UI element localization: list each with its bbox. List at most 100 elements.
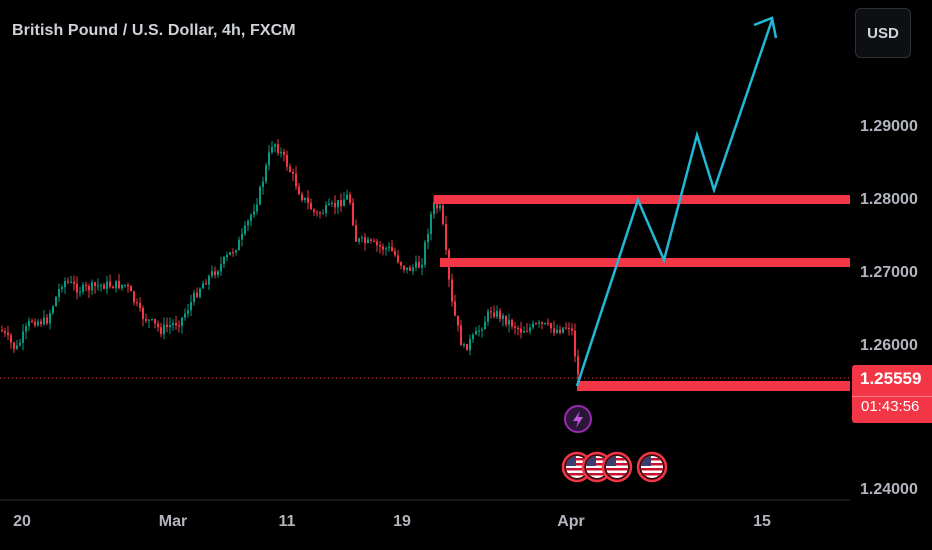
candle-body [388, 246, 390, 249]
candle-body [163, 324, 165, 335]
support-line-lower[interactable] [577, 381, 850, 391]
candle-body [139, 303, 141, 309]
candle-body [313, 209, 315, 212]
price-label: 1.28000 [860, 191, 918, 208]
candle-body [154, 319, 156, 324]
candle-body [160, 327, 162, 335]
candle-body [427, 234, 429, 243]
candle-body [394, 250, 396, 256]
candle-body [274, 144, 276, 147]
candle-body [244, 225, 246, 234]
candle-body [490, 311, 492, 313]
candle-body [238, 239, 240, 251]
projection-path[interactable] [575, 19, 774, 387]
candle-body [76, 283, 78, 293]
candle-body [553, 328, 555, 333]
candle-body [196, 292, 198, 297]
candle-body [130, 286, 132, 292]
candle-body [292, 171, 294, 174]
candle-body [499, 310, 501, 319]
candle-body [202, 283, 204, 289]
candle-body [568, 328, 570, 330]
candle-body [268, 152, 270, 166]
candle-body [97, 285, 99, 287]
candle-body [22, 331, 24, 343]
candle-body [364, 237, 366, 243]
candle-body [19, 342, 21, 346]
candle-body [256, 204, 258, 212]
candle-body [10, 335, 12, 343]
candle-body [187, 310, 189, 314]
candle-body [157, 323, 159, 328]
candle-body [28, 320, 30, 327]
candle-body [52, 306, 54, 314]
candle-body [343, 199, 345, 207]
candle-body [61, 287, 63, 290]
candle-body [442, 205, 444, 224]
last-price-tag: 1.25559 01:43:56 [852, 365, 932, 423]
candle-body [340, 200, 342, 207]
candle-body [220, 264, 222, 272]
candles [1, 139, 579, 381]
candle-body [304, 197, 306, 201]
candle-body [481, 329, 483, 331]
candle-body [397, 255, 399, 263]
candle-body [127, 284, 129, 287]
candle-body [460, 325, 462, 346]
us-flag-icon[interactable] [601, 451, 633, 483]
time-label: Mar [158, 513, 188, 530]
time-label: 19 [393, 513, 411, 530]
candle-body [571, 328, 573, 331]
candle-body [373, 240, 375, 242]
candle-body [145, 318, 147, 321]
candle-body [289, 166, 291, 172]
candle-body [55, 296, 57, 307]
candle-body [415, 261, 417, 268]
bar-countdown: 01:43:56 [861, 398, 920, 415]
resistance-line-middle[interactable] [440, 258, 850, 267]
candle-body [565, 327, 567, 329]
candle-body [286, 154, 288, 167]
candle-body [502, 315, 504, 319]
price-label: 1.26000 [860, 337, 918, 354]
candle-body [301, 194, 303, 201]
time-label: 20 [13, 513, 31, 530]
candle-body [280, 151, 282, 154]
candle-body [25, 326, 27, 332]
candle-body [199, 288, 201, 297]
candle-body [31, 320, 33, 322]
candle-body [409, 267, 411, 271]
candle-body [370, 239, 372, 241]
candle-body [322, 213, 324, 215]
candle-body [181, 317, 183, 326]
us-flag-icon[interactable] [636, 451, 668, 483]
candle-body [355, 225, 357, 242]
candle-body [544, 323, 546, 325]
candle-body [106, 281, 108, 289]
candle-body [307, 197, 309, 203]
last-price-value: 1.25559 [860, 369, 922, 388]
candle-body [532, 323, 534, 328]
currency-button[interactable]: USD [855, 8, 911, 58]
candle-body [49, 313, 51, 324]
candle-body [85, 284, 87, 286]
candle-body [475, 330, 477, 335]
candle-body [367, 239, 369, 243]
candle-body [178, 325, 180, 327]
candle-body [331, 202, 333, 204]
candle-body [463, 344, 465, 346]
lightning-icon[interactable] [564, 405, 592, 433]
candle-body [385, 248, 387, 250]
candle-body [430, 214, 432, 235]
candle-body [121, 284, 123, 289]
candle-body [82, 284, 84, 292]
candle-body [124, 284, 126, 286]
candle-body [58, 289, 60, 297]
resistance-line-upper[interactable] [434, 195, 850, 204]
candle-body [277, 144, 279, 154]
candle-body [505, 315, 507, 325]
time-label: 15 [753, 513, 771, 530]
candle-body [40, 321, 42, 325]
candle-body [376, 241, 378, 246]
